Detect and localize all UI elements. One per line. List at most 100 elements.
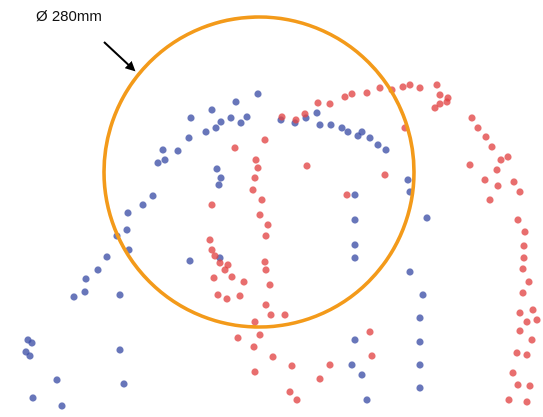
red-point (519, 265, 527, 273)
red-point (505, 396, 513, 404)
red-point (488, 143, 496, 151)
blue-point (419, 291, 427, 299)
red-point (519, 289, 527, 297)
red-point (529, 306, 537, 314)
red-point (214, 291, 222, 299)
red-point (281, 311, 289, 319)
blue-point (348, 361, 356, 369)
blue-point (202, 128, 210, 136)
red-point (264, 221, 272, 229)
red-point (251, 174, 259, 182)
red-point (520, 254, 528, 262)
red-point (523, 318, 531, 326)
red-point (363, 89, 371, 97)
blue-point (382, 146, 390, 154)
annotation-arrow (103, 41, 136, 72)
red-point (262, 301, 270, 309)
blue-point (351, 254, 359, 262)
blue-point (212, 124, 220, 132)
red-point (208, 201, 216, 209)
red-point (368, 352, 376, 360)
blue-point (358, 371, 366, 379)
red-point (444, 94, 452, 102)
red-point (261, 258, 269, 266)
red-point (278, 113, 286, 121)
blue-point (116, 291, 124, 299)
red-point (525, 278, 533, 286)
red-point (468, 114, 476, 122)
red-point (251, 368, 259, 376)
blue-point (28, 339, 36, 347)
red-point (486, 196, 494, 204)
blue-point (366, 134, 374, 142)
blue-point (174, 147, 182, 155)
blue-point (351, 241, 359, 249)
blue-point (159, 146, 167, 154)
blue-point (351, 191, 359, 199)
red-point (466, 161, 474, 169)
blue-point (374, 141, 382, 149)
red-point (523, 398, 531, 406)
red-point (431, 104, 439, 112)
red-point (262, 266, 270, 274)
red-point (436, 91, 444, 99)
red-point (326, 100, 334, 108)
red-point (252, 156, 260, 164)
blue-point (227, 114, 235, 122)
red-point (516, 188, 524, 196)
blue-point (215, 181, 223, 189)
blue-point (82, 275, 90, 283)
red-point (228, 273, 236, 281)
red-point (514, 216, 522, 224)
red-point (523, 351, 531, 359)
blue-point (237, 119, 245, 127)
red-point (376, 84, 384, 92)
blue-point (53, 376, 61, 384)
blue-point (254, 90, 262, 98)
blue-point (186, 257, 194, 265)
blue-point (124, 209, 132, 217)
red-point (341, 93, 349, 101)
blue-point (187, 114, 195, 122)
red-point (513, 349, 521, 357)
red-point (520, 242, 528, 250)
red-point (516, 309, 524, 317)
red-point (303, 162, 311, 170)
red-point (494, 182, 502, 190)
blue-point (213, 165, 221, 173)
red-point (292, 116, 300, 124)
red-point (267, 311, 275, 319)
red-point (481, 176, 489, 184)
blue-point (154, 159, 162, 167)
blue-point (94, 266, 102, 274)
red-point (510, 178, 518, 186)
blue-point (243, 113, 251, 121)
blue-point (351, 216, 359, 224)
blue-point (416, 338, 424, 346)
red-point (236, 292, 244, 300)
red-point (521, 228, 529, 236)
red-point (406, 81, 414, 89)
red-point (516, 327, 524, 335)
blue-point (313, 109, 321, 117)
red-point (211, 252, 219, 260)
blue-point (327, 121, 335, 129)
red-point (504, 153, 512, 161)
red-point (526, 382, 534, 390)
blue-point (185, 134, 193, 142)
blue-point (161, 156, 169, 164)
red-point (223, 295, 231, 303)
red-point (474, 124, 482, 132)
blue-point (29, 394, 37, 402)
red-point (210, 274, 218, 282)
red-point (262, 232, 270, 240)
blue-point-group (22, 90, 431, 410)
blue-point (116, 346, 124, 354)
red-point (433, 81, 441, 89)
red-point (269, 353, 277, 361)
blue-point (58, 402, 66, 410)
blue-point (416, 361, 424, 369)
blue-point (123, 226, 131, 234)
red-point (254, 164, 262, 172)
